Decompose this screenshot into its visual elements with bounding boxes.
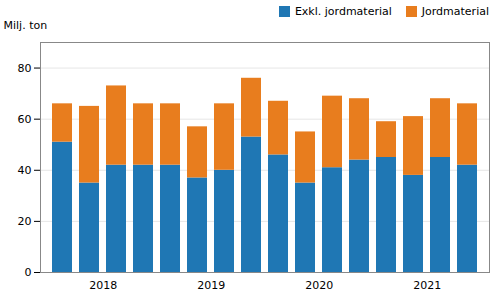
svg-text:2018: 2018 — [89, 279, 117, 292]
svg-text:0: 0 — [25, 266, 32, 279]
svg-text:2019: 2019 — [197, 279, 225, 292]
svg-text:20: 20 — [18, 215, 32, 228]
svg-text:Milj. ton: Milj. ton — [4, 19, 48, 32]
html-text:Exkl. jordmaterial: Exkl. jordmaterial — [294, 4, 392, 18]
svg-text:60: 60 — [18, 113, 32, 126]
svg-text:2020: 2020 — [305, 279, 333, 292]
svg-text:2021: 2021 — [413, 279, 441, 292]
html-text:Jordmaterial: Jordmaterial — [421, 4, 489, 18]
svg-text:40: 40 — [18, 164, 32, 177]
svg-text:80: 80 — [18, 62, 32, 75]
